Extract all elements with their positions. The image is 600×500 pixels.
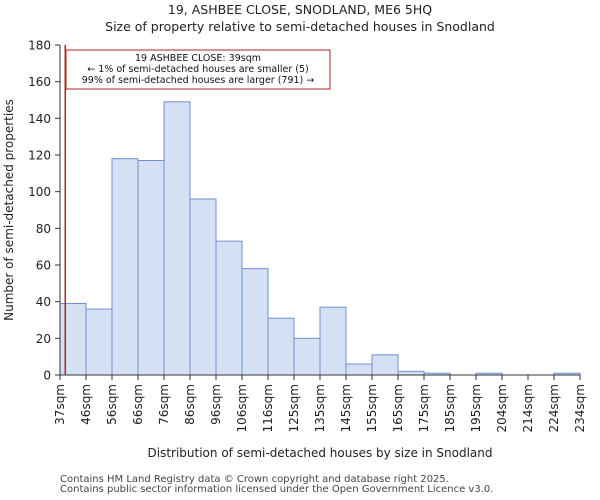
y-axis-label: Number of semi-detached properties <box>2 99 16 321</box>
bar-86sqm <box>189 198 217 376</box>
x-axis: 37sqm 46sqm 56sqm 66sqm 76sqm 86sqm 96sqm 106sq… <box>53 375 587 432</box>
x-tick-label: 56sqm <box>105 384 119 425</box>
y-tick-label: 0 <box>43 369 51 383</box>
x-tick-label: 175sqm <box>417 384 431 432</box>
annotation-line-1: 19 ASHBEE CLOSE: 39sqm <box>135 53 261 64</box>
y-tick-label: 40 <box>36 295 51 309</box>
x-tick-label: 214sqm <box>521 384 535 432</box>
bar-125sqm <box>293 337 321 376</box>
y-tick-label: 180 <box>28 39 51 53</box>
bar-116sqm <box>267 317 295 376</box>
footer-copyright: Contains HM Land Registry data © Crown c… <box>60 474 449 485</box>
x-tick-label: 234sqm <box>573 384 587 432</box>
x-tick-label: 185sqm <box>443 384 457 432</box>
y-tick-label: 20 <box>36 332 51 346</box>
x-tick-label: 96sqm <box>209 384 223 425</box>
bar-37sqm <box>59 303 87 376</box>
y-tick-label: 100 <box>28 185 51 199</box>
y-axis: 0 20 40 60 80 100 120 140 160 180 <box>28 39 60 383</box>
y-tick-label: 140 <box>28 112 51 126</box>
bar-145sqm <box>345 363 373 376</box>
x-tick-label: 106sqm <box>235 384 249 432</box>
x-tick-label: 46sqm <box>79 384 93 425</box>
annotation-border <box>65 49 331 90</box>
chart-subtitle: Size of property relative to semi-detach… <box>105 19 495 34</box>
bars-group <box>59 101 581 376</box>
annotation-box: 19 ASHBEE CLOSE: 39sqm ← 1% of semi-deta… <box>65 49 331 90</box>
annotation-line-2: ← 1% of semi-detached houses are smaller… <box>87 64 308 75</box>
annotation-line-3: 99% of semi-detached houses are larger (… <box>82 75 315 86</box>
x-tick-label: 224sqm <box>547 384 561 432</box>
footer-licence: Contains public sector information licen… <box>60 484 494 495</box>
bar-155sqm <box>371 354 399 376</box>
x-tick-label: 125sqm <box>287 384 301 432</box>
y-tick-label: 60 <box>36 259 51 273</box>
x-tick-label: 204sqm <box>495 384 509 432</box>
bar-66sqm <box>137 160 165 376</box>
chart-title: 19, ASHBEE CLOSE, SNODLAND, ME6 5HQ <box>167 2 433 17</box>
y-tick-label: 120 <box>28 149 51 163</box>
x-tick-label: 165sqm <box>391 384 405 432</box>
bar-135sqm <box>319 306 347 376</box>
x-axis-label: Distribution of semi-detached houses by … <box>148 446 493 460</box>
x-tick-label: 66sqm <box>131 384 145 425</box>
bar-96sqm <box>215 240 243 376</box>
bar-106sqm <box>241 268 269 376</box>
x-tick-label: 135sqm <box>313 384 327 432</box>
x-tick-label: 37sqm <box>53 384 67 425</box>
y-tick-label: 160 <box>28 75 51 89</box>
bar-46sqm <box>85 308 113 376</box>
x-tick-label: 195sqm <box>469 384 483 432</box>
bar-76sqm <box>163 101 191 376</box>
bar-165sqm <box>397 370 425 376</box>
x-tick-label: 76sqm <box>157 384 171 425</box>
x-tick-label: 86sqm <box>183 384 197 425</box>
x-tick-label: 116sqm <box>261 384 275 432</box>
x-tick-label: 145sqm <box>339 384 353 432</box>
bar-56sqm <box>111 158 139 376</box>
x-tick-label: 155sqm <box>365 384 379 432</box>
y-tick-label: 80 <box>36 222 51 236</box>
